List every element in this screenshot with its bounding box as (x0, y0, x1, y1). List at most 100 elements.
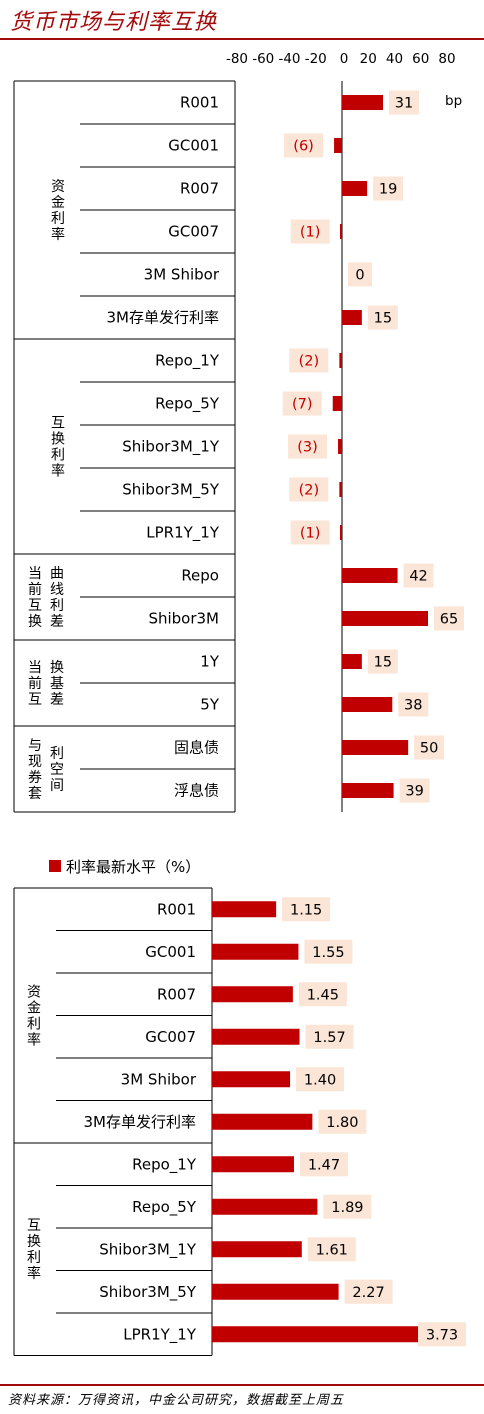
category-label: 3M存单发行利率 (107, 309, 220, 327)
bar (339, 482, 342, 497)
category-label: GC001 (168, 137, 219, 155)
bar (212, 1071, 291, 1088)
x-tick-label: 20 (360, 51, 377, 67)
x-tick-label: 40 (386, 51, 403, 67)
category-label: R001 (157, 900, 196, 918)
category-label: GC007 (168, 223, 219, 241)
category-label: 固息债 (174, 739, 219, 757)
bar (342, 95, 384, 110)
group-label-2: 换基差 (50, 659, 64, 708)
category-label: GC007 (145, 1028, 196, 1046)
bar (342, 783, 394, 798)
data-label: 1.61 (316, 1242, 348, 1258)
category-label: LPR1Y_1Y (146, 524, 220, 543)
data-label: 1.89 (331, 1200, 363, 1216)
x-tick-label: 80 (438, 51, 455, 67)
group-label: 资金利率 (27, 984, 41, 1048)
data-label: 1.57 (313, 1030, 345, 1046)
unit-label: bp (445, 93, 462, 109)
data-label-bg (318, 1109, 367, 1134)
bar (342, 310, 362, 325)
data-label: (1) (300, 225, 321, 241)
data-label-bg (348, 262, 372, 287)
category-label: Shibor3M_5Y (99, 1283, 197, 1302)
bar (212, 1198, 318, 1215)
data-label-bg (398, 692, 429, 717)
bar (342, 654, 362, 669)
data-label: 1.45 (307, 987, 339, 1003)
category-label: Repo_1Y (155, 352, 220, 371)
group-label-2: 利空间 (50, 746, 64, 794)
data-label-bg (296, 1067, 345, 1092)
legend-title: 利率最新水平（%） (66, 858, 200, 876)
data-label-bg (289, 477, 329, 502)
group-label: 互换利率 (27, 1218, 41, 1282)
data-label: 42 (409, 569, 427, 585)
category-label: GC001 (145, 943, 196, 961)
category-label: R007 (180, 180, 219, 198)
data-label-bg (389, 90, 420, 115)
category-label: 5Y (200, 696, 220, 714)
category-label: Shibor3M (148, 610, 219, 628)
category-label: 3M Shibor (144, 266, 220, 284)
category-label: 1Y (200, 653, 220, 671)
category-label: Repo_1Y (132, 1155, 197, 1174)
bar (342, 181, 368, 196)
title-rule (0, 38, 484, 40)
data-label: 1.40 (304, 1072, 336, 1088)
bar (340, 224, 342, 239)
data-label-bg (299, 1152, 348, 1177)
x-tick-label: -40 (278, 51, 300, 67)
bar (342, 740, 409, 755)
category-label: Repo (181, 567, 219, 585)
group-label: 互换利率 (51, 415, 65, 479)
category-label: Shibor3M_1Y (99, 1240, 197, 1259)
data-label-bg (289, 348, 329, 373)
data-label: 15 (374, 311, 392, 327)
data-label: 1.80 (326, 1115, 358, 1131)
bar (342, 697, 393, 712)
category-label: Repo_5Y (155, 395, 220, 414)
data-label-bg (290, 219, 330, 244)
spread-chart: -80 -60 -40 -20 0 20 40 60 80 bp 资金利率互换利率当前互换曲线利差当… (13, 51, 464, 813)
data-label-bg (282, 897, 331, 922)
page-title: 货币市场与利率互换 (10, 10, 218, 35)
data-label-bg (367, 649, 398, 674)
data-label-bg (399, 778, 430, 803)
group-label: 资金利率 (51, 179, 65, 243)
data-label-bg (344, 1279, 393, 1304)
category-label: R001 (180, 94, 219, 112)
footer-rule (0, 1384, 484, 1386)
x-tick-label: -60 (252, 51, 274, 67)
bar (212, 1283, 339, 1300)
data-label: 65 (440, 612, 458, 628)
category-label: R007 (157, 985, 196, 1003)
bar (212, 1113, 313, 1130)
data-label-bg (367, 305, 398, 330)
category-label: Shibor3M_5Y (122, 481, 220, 500)
x-tick-label: -20 (305, 51, 327, 67)
bar (212, 901, 277, 918)
data-label: (7) (292, 397, 313, 413)
data-label-bg (403, 563, 434, 588)
bar (212, 986, 293, 1003)
x-tick-label: 0 (340, 51, 349, 67)
data-label-bg (434, 606, 464, 631)
data-label: 1.47 (308, 1157, 340, 1173)
data-label: (1) (300, 526, 321, 542)
bar (332, 396, 342, 411)
data-label: 0 (355, 268, 364, 284)
data-label-bg (418, 1322, 466, 1347)
data-label-bg (304, 939, 353, 964)
data-label: (3) (297, 440, 318, 456)
group-label: 当前互 (28, 660, 42, 708)
data-label: 3.73 (426, 1327, 458, 1343)
bar (212, 1241, 302, 1258)
data-label-bg (414, 735, 445, 760)
data-label-bg (307, 1237, 356, 1262)
category-label: 3M存单发行利率 (84, 1113, 197, 1131)
data-label: 15 (374, 655, 392, 671)
data-label-bg (323, 1194, 372, 1219)
group-label: 当前互换 (28, 566, 42, 630)
data-label: 31 (395, 96, 413, 112)
